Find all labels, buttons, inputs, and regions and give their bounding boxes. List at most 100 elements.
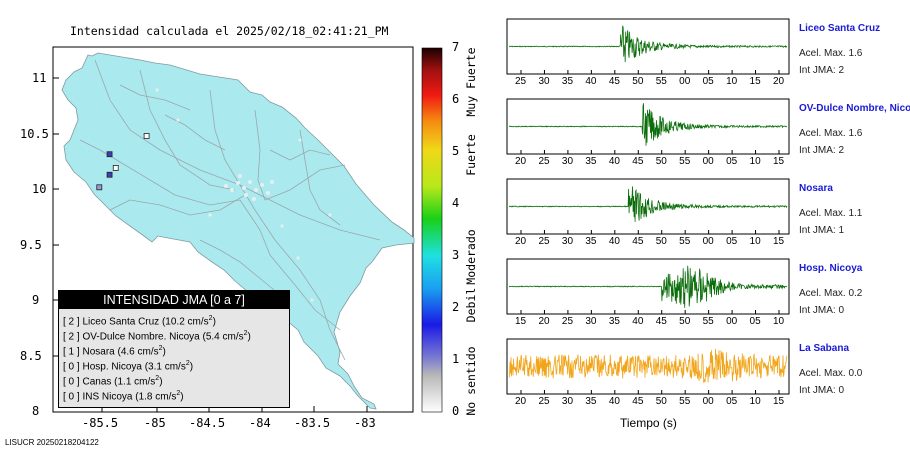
map-xtick: -85.5 bbox=[82, 416, 119, 430]
waveform-tick-label: 00 bbox=[702, 396, 714, 407]
waveform-tick-label: 35 bbox=[585, 396, 597, 407]
waveform-tick-label: 45 bbox=[632, 236, 644, 247]
station-marker bbox=[112, 165, 119, 171]
map-ticks bbox=[53, 77, 368, 412]
station-name: Nosara bbox=[799, 183, 833, 194]
colorbar-tick: 2 bbox=[452, 300, 460, 314]
waveform-tick-label: 55 bbox=[655, 76, 667, 87]
map-xtick: -84 bbox=[249, 416, 271, 430]
map-xtick: -85 bbox=[144, 416, 166, 430]
waveform-tick-label: 55 bbox=[679, 236, 691, 247]
map-ytick: 11 bbox=[32, 71, 47, 85]
waveform-tick-label: 35 bbox=[561, 76, 574, 87]
waveform-tick-label: 35 bbox=[585, 156, 597, 167]
waveform-tick-label: 10 bbox=[749, 156, 761, 167]
colorbar-tick: 5 bbox=[452, 144, 460, 158]
towns bbox=[116, 88, 332, 302]
legend-title: INTENSIDAD JMA [0 a 7] bbox=[59, 291, 289, 309]
colorbar bbox=[421, 47, 443, 413]
waveform-tick-label: 05 bbox=[726, 396, 738, 407]
waveform-trace bbox=[508, 186, 788, 222]
waveform-tick-label: 20 bbox=[538, 316, 550, 327]
station-accel: Acel. Max. 0.2 bbox=[799, 288, 863, 299]
waveform-tick-label: 40 bbox=[585, 76, 597, 87]
waveform-tick-label: 10 bbox=[773, 316, 785, 327]
station-jma: Int JMA: 0 bbox=[799, 385, 845, 396]
waveform-tick-label: 00 bbox=[702, 236, 714, 247]
waveform-tick-label: 50 bbox=[632, 76, 644, 87]
waveform-tick-label: 15 bbox=[773, 396, 785, 407]
waveform-tick-label: 40 bbox=[632, 316, 644, 327]
waveform-trace bbox=[509, 25, 788, 63]
waveform-tick-label: 50 bbox=[655, 236, 667, 247]
colorbar-tick: 7 bbox=[452, 40, 460, 54]
waveform-tick-label: 05 bbox=[726, 156, 738, 167]
station-marker bbox=[143, 133, 150, 139]
waveform-tick-label: 25 bbox=[515, 76, 527, 87]
waveform-trace bbox=[508, 265, 788, 308]
waveform-tick-label: 30 bbox=[585, 316, 597, 327]
waveform-tick-label: 30 bbox=[538, 76, 550, 87]
station-marker bbox=[106, 171, 113, 178]
waveform-trace bbox=[508, 348, 788, 384]
legend-entry: [ 0 ] Canas (1.1 cm/s2) bbox=[63, 375, 163, 388]
waveform-trace bbox=[508, 103, 788, 146]
station-name: OV-Dulce Nombre, Nicoya bbox=[799, 103, 910, 114]
waveform-tick-label: 55 bbox=[679, 156, 691, 167]
waveform-tick-label: 45 bbox=[608, 76, 620, 87]
waveform-tick-label: 25 bbox=[538, 156, 550, 167]
colorbar-tick: 6 bbox=[452, 92, 460, 106]
waveform-tick-label: 05 bbox=[749, 316, 761, 327]
waveform-tick-label: 25 bbox=[561, 316, 574, 327]
waveform-tick-label: 20 bbox=[515, 156, 527, 167]
waveform-tick-label: 30 bbox=[561, 156, 574, 167]
waveform-tick-label: 30 bbox=[561, 236, 574, 247]
waveform-tick-label: 50 bbox=[655, 156, 667, 167]
waveform-tick-label: 10 bbox=[726, 76, 738, 87]
waveform-tick-label: 45 bbox=[655, 316, 667, 327]
station-jma: Int JMA: 1 bbox=[799, 225, 845, 236]
waveform-tick-label: 00 bbox=[679, 76, 691, 87]
station-name: Hosp. Nicoya bbox=[799, 263, 863, 274]
waveform-tick-label: 50 bbox=[679, 316, 691, 327]
station-jma: Int JMA: 2 bbox=[799, 145, 845, 156]
map-xtick: -84.5 bbox=[189, 416, 226, 430]
station-marker bbox=[96, 184, 103, 191]
legend-entry: [ 0 ] Hosp. Nicoya (3.1 cm/s2) bbox=[63, 360, 194, 373]
waveform-tick-label: 30 bbox=[561, 396, 574, 407]
station-accel: Acel. Max. 0.0 bbox=[799, 368, 863, 379]
waveform-tick-label: 15 bbox=[773, 236, 785, 247]
legend-entry: [ 2 ] OV-Dulce Nombre. Nicoya (5.4 cm/s2… bbox=[63, 330, 251, 343]
waveform-tick-label: 40 bbox=[608, 236, 620, 247]
legend-entry: [ 0 ] INS Nicoya (1.8 cm/s2) bbox=[63, 390, 184, 403]
waveform-tick-label: 55 bbox=[702, 316, 714, 327]
station-accel: Acel. Max. 1.6 bbox=[799, 48, 863, 59]
waveform-tick-label: 10 bbox=[749, 396, 761, 407]
waveform-tick-label: 05 bbox=[702, 76, 714, 87]
waveform-tick-label: 45 bbox=[632, 396, 644, 407]
map-title: Intensidad calculada el 2025/02/18_02:41… bbox=[70, 24, 389, 38]
waveform-tick-label: 40 bbox=[608, 396, 620, 407]
map-xtick: -83 bbox=[354, 416, 376, 430]
station-name: La Sabana bbox=[799, 343, 850, 354]
waveform-tick-label: 25 bbox=[538, 396, 550, 407]
station-name: Liceo Santa Cruz bbox=[799, 23, 881, 34]
waveform-tick-label: 15 bbox=[515, 316, 527, 327]
waveform-tick-label: 15 bbox=[749, 76, 761, 87]
waveform-tick-label: 20 bbox=[515, 396, 527, 407]
waveform-tick-label: 55 bbox=[679, 396, 691, 407]
station-accel: Acel. Max. 1.6 bbox=[799, 128, 863, 139]
waveform-tick-label: 05 bbox=[726, 236, 738, 247]
legend-entry: [ 1 ] Nosara (4.6 cm/s2) bbox=[63, 345, 166, 358]
legend-entry: [ 2 ] Liceo Santa Cruz (10.2 cm/s2) bbox=[63, 315, 216, 328]
waveform-tick-label: 20 bbox=[515, 236, 527, 247]
map-ytick: 9.5 bbox=[20, 238, 42, 252]
colorbar-tick: 0 bbox=[452, 404, 460, 418]
road-network bbox=[79, 59, 381, 361]
waveform-tick-label: 00 bbox=[702, 156, 714, 167]
waveform-tick-label: 40 bbox=[608, 156, 620, 167]
waveform-tick-label: 10 bbox=[749, 236, 761, 247]
colorbar-tick: 3 bbox=[452, 248, 460, 262]
